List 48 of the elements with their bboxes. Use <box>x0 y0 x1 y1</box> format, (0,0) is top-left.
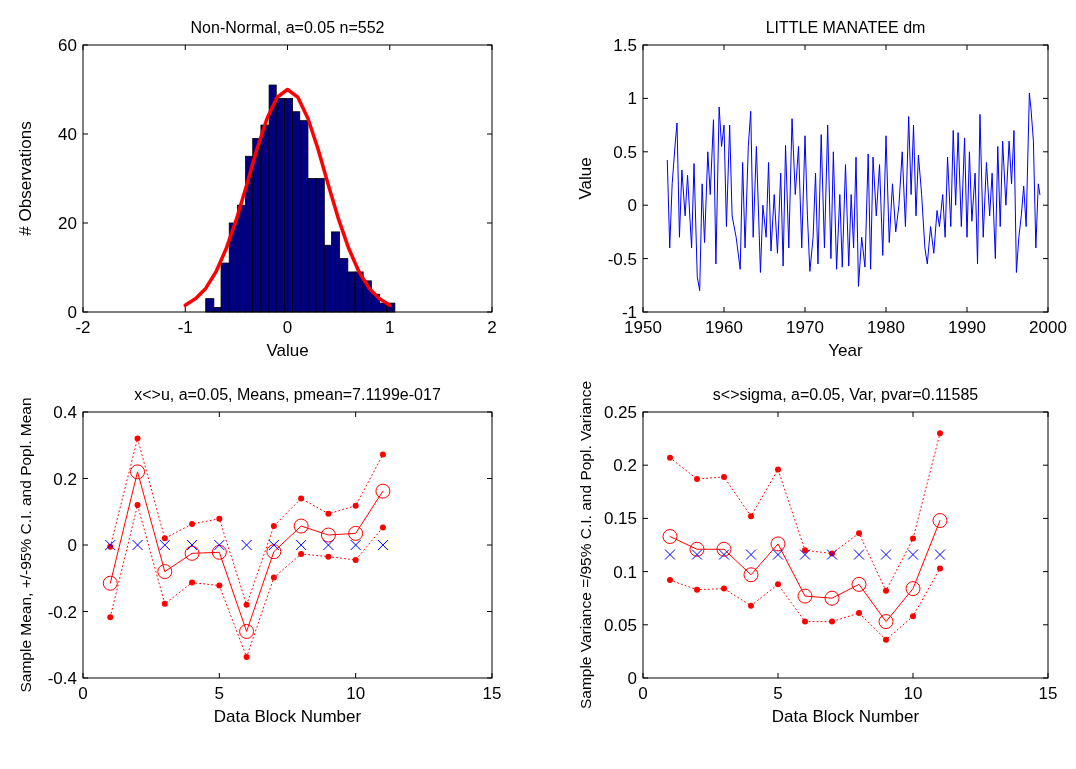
x-tick-label: 15 <box>1038 684 1058 703</box>
y-tick-label: 0.05 <box>603 615 637 635</box>
x-tick-label: 1970 <box>786 318 824 337</box>
chart-title: s<>sigma, a=0.05, Var, pvar=0.11585 <box>712 386 979 403</box>
y-tick-label: 60 <box>58 36 77 55</box>
y-tick-label: 0 <box>67 303 77 322</box>
x-tick-label: 10 <box>903 684 923 703</box>
y-tick-label: -0.2 <box>47 602 77 622</box>
y-tick-label: 0.25 <box>603 403 637 422</box>
x-axis-title: Value <box>266 341 309 360</box>
x-tick-label: -1 <box>177 318 193 337</box>
chart-title: x<>u, a=0.05, Means, pmean=7.1199e-017 <box>134 386 441 403</box>
y-tick-label: -0.5 <box>607 249 637 269</box>
x-axis-title: Data Block Number <box>213 707 362 726</box>
x-tick-label: 0 <box>282 318 293 337</box>
y-tick-label: -0.4 <box>47 669 77 688</box>
y-axis-title: # Observations <box>16 121 35 236</box>
x-tick-label: 15 <box>482 684 502 703</box>
y-tick-label: 0.2 <box>613 456 637 476</box>
x-tick-label: 1 <box>385 318 395 337</box>
y-tick-label: 0.4 <box>53 403 77 422</box>
y-tick-label: 0.2 <box>53 469 77 489</box>
chart-title: LITTLE MANATEE dm <box>765 19 926 36</box>
y-tick-label: 40 <box>58 125 77 144</box>
y-axis-title: Sample Variance =/95% C.I. and Popl. Variance <box>577 380 594 710</box>
x-tick-label: 5 <box>214 684 225 703</box>
x-tick-label: 2000 <box>1029 318 1067 337</box>
y-tick-label: 0 <box>627 196 637 216</box>
x-tick-label: 1980 <box>867 318 905 337</box>
y-tick-label: 20 <box>58 214 77 233</box>
x-tick-label: 1990 <box>948 318 986 337</box>
x-tick-label: -2 <box>75 318 91 337</box>
y-tick-label: 0 <box>627 669 637 688</box>
x-axis-title: Data Block Number <box>771 707 920 726</box>
x-tick-label: 2 <box>487 318 497 337</box>
x-tick-label: 10 <box>346 684 366 703</box>
y-axis-title: Sample Mean, +/-95% C.I. and Popl. Mean <box>17 397 34 693</box>
x-axis-title: Year <box>828 341 864 360</box>
chart-title: Non-Normal, a=0.05 n=552 <box>190 19 385 36</box>
y-tick-label: 1.5 <box>613 36 637 55</box>
x-tick-label: 1960 <box>705 318 743 337</box>
y-tick-label: 0.5 <box>613 142 637 162</box>
y-tick-label: 0 <box>67 536 77 555</box>
x-tick-label: 5 <box>773 684 783 703</box>
y-tick-label: 0.1 <box>613 562 637 582</box>
y-tick-label: 1 <box>627 89 637 109</box>
y-tick-label: 0.15 <box>603 509 637 529</box>
y-axis-title: Value <box>576 157 595 200</box>
